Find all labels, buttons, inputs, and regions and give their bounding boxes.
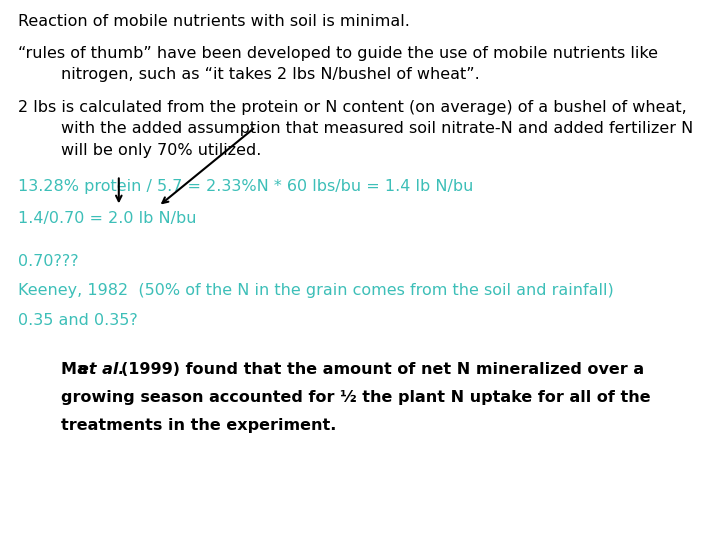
Text: (1999) found that the amount of net N mineralized over a: (1999) found that the amount of net N mi… [121,362,644,377]
Text: 1.4/0.70 = 2.0 lb N/bu: 1.4/0.70 = 2.0 lb N/bu [18,211,197,226]
Text: Ma: Ma [61,362,94,377]
Text: Reaction of mobile nutrients with soil is minimal.: Reaction of mobile nutrients with soil i… [18,14,410,29]
Text: “rules of thumb” have been developed to guide the use of mobile nutrients like: “rules of thumb” have been developed to … [18,46,658,61]
Text: 0.70???: 0.70??? [18,254,78,269]
Text: et al.: et al. [78,362,125,377]
Text: 2 lbs is calculated from the protein or N content (on average) of a bushel of wh: 2 lbs is calculated from the protein or … [18,100,687,115]
Text: nitrogen, such as “it takes 2 lbs N/bushel of wheat”.: nitrogen, such as “it takes 2 lbs N/bush… [61,68,480,83]
Text: 0.35 and 0.35?: 0.35 and 0.35? [18,313,138,328]
Text: will be only 70% utilized.: will be only 70% utilized. [61,143,261,158]
Text: 13.28% protein / 5.7 = 2.33%N * 60 lbs/bu = 1.4 lb N/bu: 13.28% protein / 5.7 = 2.33%N * 60 lbs/b… [18,179,473,194]
Text: treatments in the experiment.: treatments in the experiment. [61,418,336,433]
Text: growing season accounted for ½ the plant N uptake for all of the: growing season accounted for ½ the plant… [61,390,651,405]
Text: Keeney, 1982  (50% of the N in the grain comes from the soil and rainfall): Keeney, 1982 (50% of the N in the grain … [18,284,613,299]
Text: with the added assumption that measured soil nitrate-N and added fertilizer N: with the added assumption that measured … [61,122,693,137]
